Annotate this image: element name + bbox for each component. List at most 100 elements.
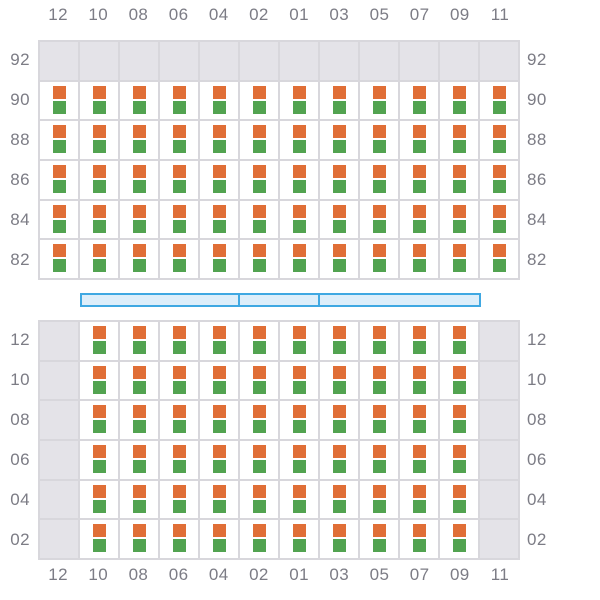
grid-cell-occupied[interactable] — [360, 520, 398, 558]
grid-cell-occupied[interactable] — [160, 81, 198, 120]
grid-cell-occupied[interactable] — [40, 200, 78, 239]
grid-cell-occupied[interactable] — [120, 441, 158, 479]
slider-segment[interactable] — [80, 293, 240, 307]
grid-cell-occupied[interactable] — [200, 240, 238, 278]
grid-cell-occupied[interactable] — [400, 401, 438, 439]
grid-cell-occupied[interactable] — [280, 480, 318, 519]
grid-cell-occupied[interactable] — [480, 161, 518, 199]
grid-cell-occupied[interactable] — [320, 361, 358, 400]
grid-cell-occupied[interactable] — [360, 361, 398, 400]
grid-cell-occupied[interactable] — [320, 322, 358, 360]
grid-cell-occupied[interactable] — [320, 81, 358, 120]
grid-cell-occupied[interactable] — [400, 520, 438, 558]
grid-cell-occupied[interactable] — [200, 322, 238, 360]
grid-cell-occupied[interactable] — [240, 520, 278, 558]
grid-cell-occupied[interactable] — [120, 361, 158, 400]
grid-cell-occupied[interactable] — [160, 520, 198, 558]
grid-cell-occupied[interactable] — [400, 81, 438, 120]
grid-cell-occupied[interactable] — [80, 200, 118, 239]
grid-cell-occupied[interactable] — [40, 161, 78, 199]
grid-cell-occupied[interactable] — [440, 401, 478, 439]
grid-cell-occupied[interactable] — [320, 480, 358, 519]
grid-cell-occupied[interactable] — [400, 121, 438, 159]
grid-cell-occupied[interactable] — [440, 322, 478, 360]
grid-cell-occupied[interactable] — [80, 401, 118, 439]
grid-cell-occupied[interactable] — [80, 161, 118, 199]
grid-cell-occupied[interactable] — [200, 361, 238, 400]
grid-cell-occupied[interactable] — [200, 480, 238, 519]
grid-cell-occupied[interactable] — [40, 240, 78, 278]
grid-cell-occupied[interactable] — [80, 441, 118, 479]
grid-cell-occupied[interactable] — [120, 480, 158, 519]
slider-segment[interactable] — [320, 293, 481, 307]
grid-cell-occupied[interactable] — [280, 81, 318, 120]
grid-cell-occupied[interactable] — [160, 441, 198, 479]
grid-cell-occupied[interactable] — [200, 401, 238, 439]
grid-cell-occupied[interactable] — [400, 200, 438, 239]
grid-cell-occupied[interactable] — [320, 200, 358, 239]
slider-segment[interactable] — [239, 293, 321, 307]
grid-cell-occupied[interactable] — [120, 81, 158, 120]
grid-cell-occupied[interactable] — [240, 361, 278, 400]
grid-cell-occupied[interactable] — [440, 361, 478, 400]
grid-cell-occupied[interactable] — [360, 322, 398, 360]
grid-cell-occupied[interactable] — [160, 200, 198, 239]
grid-cell-occupied[interactable] — [120, 200, 158, 239]
grid-cell-occupied[interactable] — [320, 401, 358, 439]
grid-cell-occupied[interactable] — [240, 322, 278, 360]
grid-cell-occupied[interactable] — [160, 322, 198, 360]
grid-cell-occupied[interactable] — [80, 322, 118, 360]
grid-cell-occupied[interactable] — [80, 480, 118, 519]
grid-cell-occupied[interactable] — [480, 81, 518, 120]
grid-cell-occupied[interactable] — [80, 361, 118, 400]
grid-cell-occupied[interactable] — [40, 121, 78, 159]
grid-cell-occupied[interactable] — [480, 121, 518, 159]
grid-cell-occupied[interactable] — [280, 361, 318, 400]
grid-cell-occupied[interactable] — [280, 161, 318, 199]
grid-cell-occupied[interactable] — [440, 441, 478, 479]
grid-cell-occupied[interactable] — [240, 441, 278, 479]
grid-cell-occupied[interactable] — [280, 441, 318, 479]
grid-cell-occupied[interactable] — [200, 441, 238, 479]
grid-cell-occupied[interactable] — [360, 121, 398, 159]
grid-cell-occupied[interactable] — [360, 480, 398, 519]
grid-cell-occupied[interactable] — [360, 401, 398, 439]
grid-cell-occupied[interactable] — [160, 480, 198, 519]
grid-cell-occupied[interactable] — [440, 81, 478, 120]
grid-cell-occupied[interactable] — [360, 81, 398, 120]
grid-cell-occupied[interactable] — [400, 480, 438, 519]
grid-cell-occupied[interactable] — [200, 520, 238, 558]
grid-cell-occupied[interactable] — [360, 200, 398, 239]
grid-cell-occupied[interactable] — [160, 121, 198, 159]
grid-cell-occupied[interactable] — [440, 520, 478, 558]
grid-cell-occupied[interactable] — [240, 200, 278, 239]
grid-cell-occupied[interactable] — [440, 240, 478, 278]
grid-cell-occupied[interactable] — [280, 322, 318, 360]
grid-cell-occupied[interactable] — [80, 81, 118, 120]
grid-cell-occupied[interactable] — [480, 240, 518, 278]
grid-cell-occupied[interactable] — [320, 121, 358, 159]
grid-cell-occupied[interactable] — [120, 240, 158, 278]
grid-cell-occupied[interactable] — [80, 520, 118, 558]
grid-cell-occupied[interactable] — [360, 441, 398, 479]
grid-cell-occupied[interactable] — [80, 121, 118, 159]
grid-cell-occupied[interactable] — [320, 240, 358, 278]
grid-cell-occupied[interactable] — [280, 520, 318, 558]
grid-cell-occupied[interactable] — [160, 361, 198, 400]
grid-cell-occupied[interactable] — [440, 200, 478, 239]
grid-cell-occupied[interactable] — [240, 480, 278, 519]
grid-cell-occupied[interactable] — [200, 81, 238, 120]
grid-cell-occupied[interactable] — [440, 161, 478, 199]
grid-cell-occupied[interactable] — [200, 161, 238, 199]
grid-cell-occupied[interactable] — [120, 121, 158, 159]
grid-cell-occupied[interactable] — [280, 240, 318, 278]
grid-cell-occupied[interactable] — [120, 401, 158, 439]
grid-cell-occupied[interactable] — [120, 322, 158, 360]
grid-cell-occupied[interactable] — [400, 240, 438, 278]
grid-cell-occupied[interactable] — [240, 240, 278, 278]
grid-cell-occupied[interactable] — [240, 121, 278, 159]
grid-cell-occupied[interactable] — [120, 161, 158, 199]
grid-cell-occupied[interactable] — [240, 401, 278, 439]
grid-cell-occupied[interactable] — [160, 161, 198, 199]
grid-cell-occupied[interactable] — [480, 200, 518, 239]
